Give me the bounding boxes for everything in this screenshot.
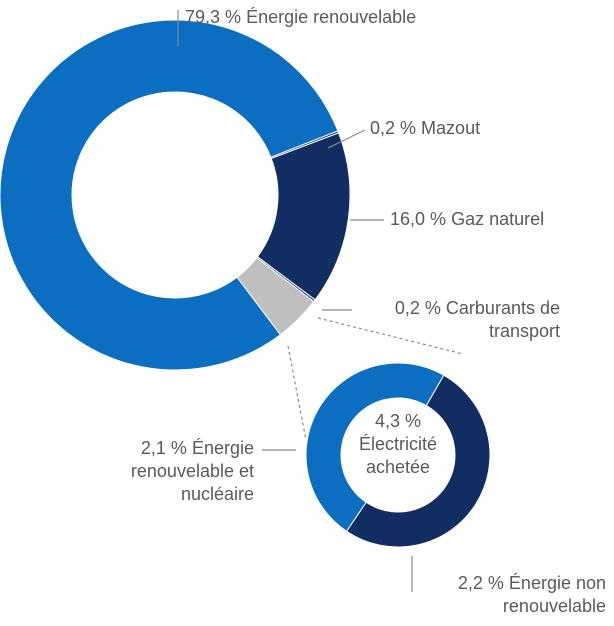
wedge xyxy=(256,132,351,301)
value-label: 2,1 % xyxy=(140,438,187,458)
connector-line xyxy=(317,317,464,355)
category-label: Électricité achetée xyxy=(358,434,438,477)
data-label: 2,1 % Énergie renouvelable et nucléaire xyxy=(122,437,254,506)
center-label: 4,3 % Électricité achetée xyxy=(348,410,448,479)
data-label: 0,2 % Carburants de transport xyxy=(382,297,560,343)
value-label: 79,3 % xyxy=(185,7,242,27)
wedge xyxy=(305,362,445,532)
category-label: Énergie non renouvelable xyxy=(502,573,606,616)
wedge xyxy=(0,19,339,371)
value-label: 2,2 % xyxy=(457,573,504,593)
category-label: Carburants de transport xyxy=(445,298,560,341)
category-label: Énergie renouvelable xyxy=(246,7,417,27)
value-label: 16,0 % xyxy=(390,209,447,229)
value-label: 0,2 % xyxy=(394,298,441,318)
data-label: 16,0 % Gaz naturel xyxy=(390,208,544,231)
wedge xyxy=(345,374,491,548)
value-label: 0,2 % xyxy=(370,118,417,138)
category-label: Gaz naturel xyxy=(451,209,545,229)
data-label: 0,2 % Mazout xyxy=(370,117,480,140)
category-label: Énergie renouvelable et nucléaire xyxy=(130,438,254,504)
connector-line xyxy=(287,345,307,441)
data-label: 2,2 % Énergie non renouvelable xyxy=(424,572,606,618)
data-label: 79,3 % Énergie renouvelable xyxy=(185,6,416,29)
leader-line xyxy=(327,129,366,149)
category-label: Mazout xyxy=(421,118,481,138)
value-label: 4,3 % xyxy=(374,411,422,431)
